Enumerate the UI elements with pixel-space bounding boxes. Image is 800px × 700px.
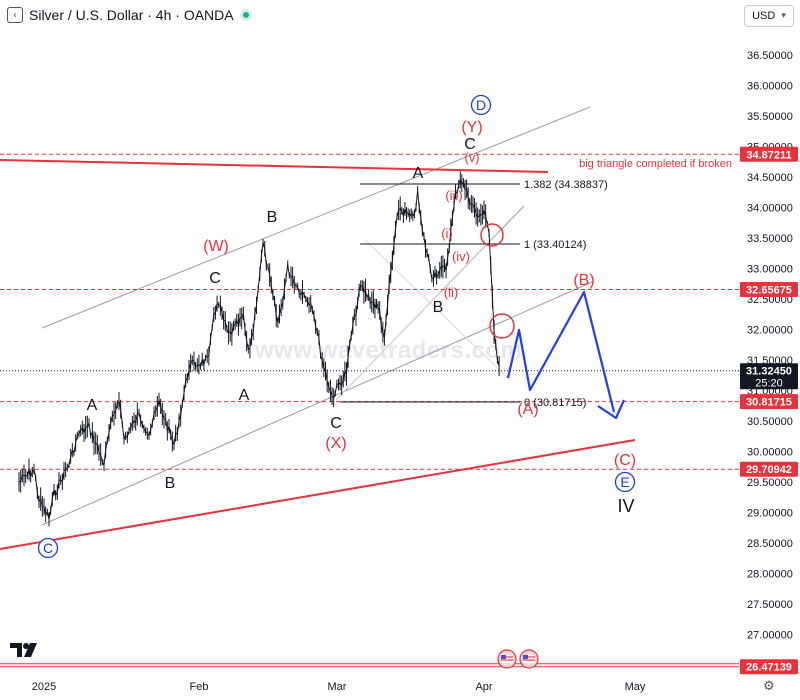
price-label: 31.32450 <box>746 366 792 378</box>
x-tick-label: Apr <box>475 681 492 693</box>
market-open-dot-icon <box>239 9 252 21</box>
triangle-upper-line <box>0 159 549 173</box>
us-event-flag-icon[interactable] <box>497 649 517 669</box>
wave-label-roman: IV <box>617 496 634 516</box>
price-label-box <box>740 394 798 410</box>
chevron-down-icon: ▾ <box>781 11 786 21</box>
y-tick-label: 35.50000 <box>747 111 793 123</box>
symbol-title: Silver / U.S. Dollar · 4h · OANDA <box>29 7 234 23</box>
wave-label-red: (i) <box>441 226 453 241</box>
circled-wave-marker <box>470 94 492 116</box>
price-label-box <box>740 363 798 390</box>
tradingview-logo-icon[interactable] <box>10 641 42 664</box>
triangle-note: big triangle completed if broken <box>579 158 732 170</box>
price-label-box <box>740 146 798 162</box>
upper-channel-line <box>41 106 591 329</box>
fib-label-1382: 1.382 (34.38837) <box>524 179 608 191</box>
wave-label-black: A <box>413 165 424 182</box>
x-tick-label: 2025 <box>32 681 56 693</box>
price-label-box <box>740 281 798 297</box>
y-tick-label: 36.00000 <box>747 81 793 93</box>
y-tick-label: 34.50000 <box>747 172 793 184</box>
fib-label-1: 1 (33.40124) <box>524 239 586 251</box>
price-label: 30.81715 <box>746 397 792 409</box>
y-tick-label: 28.00000 <box>747 569 793 581</box>
x-tick-label: Mar <box>328 681 347 693</box>
wave-label-black: B <box>267 209 278 226</box>
wave-label-black: B <box>433 299 444 316</box>
wave-label-red: (v) <box>464 150 479 165</box>
diagonal-cross-a <box>364 239 511 381</box>
fib-label-0: 0 (30.81715) <box>524 397 586 409</box>
y-tick-label: 30.00000 <box>747 447 793 459</box>
wave-top-circle <box>480 223 504 247</box>
wave-label-red: (iv) <box>452 249 470 264</box>
wave-label-black: B <box>165 475 176 492</box>
y-tick-label: 33.00000 <box>747 264 793 276</box>
projection-arrowhead-icon <box>597 399 626 420</box>
price-label-box <box>740 659 798 675</box>
wave-label-black: C <box>330 415 342 432</box>
y-tick-label: 27.50000 <box>747 599 793 611</box>
wave-label-red: (Y) <box>461 119 482 136</box>
y-tick-label: 30.50000 <box>747 416 793 428</box>
y-tick-label: 33.50000 <box>747 233 793 245</box>
circled-wave-label: E <box>620 474 629 490</box>
wave-label-red: (B) <box>573 272 594 289</box>
break-circle <box>489 313 515 339</box>
price-label: 29.70942 <box>746 464 792 476</box>
currency-label: USD <box>752 10 776 22</box>
price-scale-panel[interactable] <box>739 0 800 700</box>
wave-label-red: (ii) <box>444 285 458 300</box>
circled-wave-label: C <box>43 540 53 556</box>
y-tick-label: 32.50000 <box>747 294 793 306</box>
y-tick-label: 29.00000 <box>747 508 793 520</box>
circled-wave-label: D <box>476 97 486 113</box>
y-tick-label: 36.50000 <box>747 50 793 62</box>
price-label-box <box>740 461 798 477</box>
wave-label-red: (iii) <box>445 188 462 203</box>
y-tick-label: 27.00000 <box>747 630 793 642</box>
circled-wave-marker <box>37 537 59 559</box>
diagonal-cross-b <box>335 229 501 401</box>
x-tick-label: Feb <box>190 681 209 693</box>
y-tick-label: 29.50000 <box>747 477 793 489</box>
wave-label-red: (X) <box>325 435 346 452</box>
us-event-flag-icon[interactable] <box>519 649 539 669</box>
wave-label-red: (W) <box>203 238 229 255</box>
price-label: 34.87211 <box>746 149 791 161</box>
lower-channel-line <box>41 281 593 526</box>
wave-label-black: A <box>239 387 250 404</box>
circled-wave-marker <box>614 471 636 493</box>
wave-label-red: (C) <box>614 452 636 469</box>
price-label: 26.47139 <box>746 662 792 674</box>
countdown-label: 25:20 <box>755 378 783 390</box>
projection-path <box>506 290 616 413</box>
x-tick-label: May <box>625 681 646 693</box>
y-tick-label: 34.00000 <box>747 203 793 215</box>
symbol-header: ‹ Silver / U.S. Dollar · 4h · OANDA <box>7 5 252 25</box>
y-tick-label: 32.00000 <box>747 325 793 337</box>
watermark: www.wavetraders.com <box>254 337 522 364</box>
price-label: 32.65675 <box>746 284 792 296</box>
chevron-left-icon[interactable]: ‹ <box>7 7 23 23</box>
wave-label-black: C <box>209 270 221 287</box>
currency-select[interactable]: USD ▾ <box>744 5 794 27</box>
triangle-lower-line <box>0 439 636 550</box>
gear-icon[interactable]: ⚙ <box>763 679 775 694</box>
wave-label-red: (A) <box>517 401 538 418</box>
wave-label-black: C <box>464 136 476 153</box>
price-line <box>18 178 500 520</box>
wave-label-black: A <box>87 397 98 414</box>
y-tick-label: 28.50000 <box>747 538 793 550</box>
